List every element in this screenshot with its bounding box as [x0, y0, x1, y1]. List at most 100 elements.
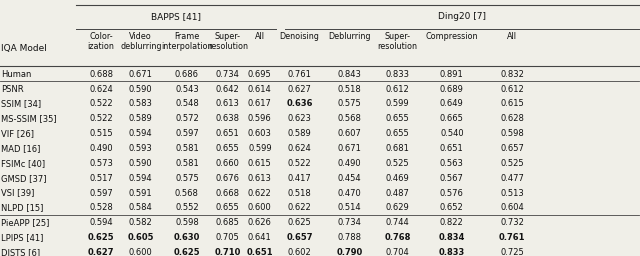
- Text: 0.487: 0.487: [385, 188, 410, 198]
- Text: 0.628: 0.628: [500, 114, 524, 123]
- Text: 0.615: 0.615: [248, 159, 272, 168]
- Text: 0.581: 0.581: [175, 159, 199, 168]
- Text: Denoising: Denoising: [280, 32, 319, 41]
- Text: 0.629: 0.629: [385, 203, 410, 212]
- Text: Deblurring: Deblurring: [328, 32, 371, 41]
- Text: 0.623: 0.623: [287, 114, 312, 123]
- Text: 0.594: 0.594: [90, 218, 113, 227]
- Text: 0.600: 0.600: [248, 203, 272, 212]
- Text: 0.732: 0.732: [500, 218, 524, 227]
- Text: 0.490: 0.490: [338, 159, 361, 168]
- Text: 0.657: 0.657: [500, 144, 524, 153]
- Text: 0.615: 0.615: [500, 99, 524, 109]
- Text: Super-
resolution: Super- resolution: [208, 32, 248, 51]
- Text: 0.490: 0.490: [90, 144, 113, 153]
- Text: 0.671: 0.671: [337, 144, 362, 153]
- Text: 0.573: 0.573: [89, 159, 113, 168]
- Text: 0.589: 0.589: [287, 129, 312, 138]
- Text: 0.734: 0.734: [337, 218, 362, 227]
- Text: PSNR: PSNR: [1, 84, 24, 94]
- Text: 0.454: 0.454: [338, 174, 361, 183]
- Text: Color-
ization: Color- ization: [88, 32, 115, 51]
- Text: 0.685: 0.685: [216, 218, 240, 227]
- Text: 0.598: 0.598: [500, 129, 524, 138]
- Text: 0.649: 0.649: [440, 99, 464, 109]
- Text: 0.598: 0.598: [175, 218, 199, 227]
- Text: 0.624: 0.624: [89, 84, 113, 94]
- Text: 0.522: 0.522: [288, 159, 311, 168]
- Text: 0.602: 0.602: [287, 248, 312, 256]
- Text: 0.596: 0.596: [248, 114, 272, 123]
- Text: All: All: [255, 32, 265, 41]
- Text: 0.612: 0.612: [385, 84, 410, 94]
- Text: 0.843: 0.843: [337, 70, 362, 79]
- Text: All: All: [507, 32, 517, 41]
- Text: 0.655: 0.655: [216, 203, 240, 212]
- Text: 0.517: 0.517: [89, 174, 113, 183]
- Text: 0.540: 0.540: [440, 129, 463, 138]
- Text: 0.638: 0.638: [216, 114, 240, 123]
- Text: 0.477: 0.477: [500, 174, 524, 183]
- Text: 0.604: 0.604: [500, 203, 524, 212]
- Text: SSIM [34]: SSIM [34]: [1, 99, 42, 109]
- Text: 0.599: 0.599: [248, 144, 271, 153]
- Text: 0.734: 0.734: [216, 70, 240, 79]
- Text: Compression: Compression: [426, 32, 478, 41]
- Text: 0.590: 0.590: [129, 159, 152, 168]
- Text: BAPPS [41]: BAPPS [41]: [151, 12, 201, 21]
- Text: 0.761: 0.761: [287, 70, 312, 79]
- Text: 0.832: 0.832: [500, 70, 524, 79]
- Text: 0.563: 0.563: [440, 159, 464, 168]
- Text: 0.543: 0.543: [175, 84, 199, 94]
- Text: 0.515: 0.515: [90, 129, 113, 138]
- Text: 0.625: 0.625: [173, 248, 200, 256]
- Text: 0.568: 0.568: [337, 114, 362, 123]
- Text: 0.642: 0.642: [216, 84, 240, 94]
- Text: 0.514: 0.514: [338, 203, 361, 212]
- Text: 0.657: 0.657: [286, 233, 313, 242]
- Text: 0.671: 0.671: [129, 70, 153, 79]
- Text: 0.681: 0.681: [385, 144, 410, 153]
- Text: Frame
interpolation: Frame interpolation: [161, 32, 212, 51]
- Text: 0.790: 0.790: [336, 248, 363, 256]
- Text: 0.552: 0.552: [175, 203, 198, 212]
- Text: 0.686: 0.686: [175, 70, 199, 79]
- Text: NLPD [15]: NLPD [15]: [1, 203, 44, 212]
- Text: MAD [16]: MAD [16]: [1, 144, 41, 153]
- Text: 0.660: 0.660: [216, 159, 240, 168]
- Text: 0.627: 0.627: [287, 84, 312, 94]
- Text: 0.651: 0.651: [440, 144, 464, 153]
- Text: 0.834: 0.834: [438, 233, 465, 242]
- Text: 0.600: 0.600: [129, 248, 153, 256]
- Text: 0.581: 0.581: [175, 144, 199, 153]
- Text: 0.567: 0.567: [440, 174, 464, 183]
- Text: 0.568: 0.568: [175, 188, 199, 198]
- Text: 0.525: 0.525: [500, 159, 524, 168]
- Text: 0.469: 0.469: [385, 174, 410, 183]
- Text: 0.630: 0.630: [173, 233, 200, 242]
- Text: 0.655: 0.655: [216, 144, 240, 153]
- Text: DISTS [6]: DISTS [6]: [1, 248, 40, 256]
- Text: 0.613: 0.613: [216, 99, 240, 109]
- Text: 0.572: 0.572: [175, 114, 199, 123]
- Text: 0.575: 0.575: [337, 99, 362, 109]
- Text: 0.548: 0.548: [175, 99, 199, 109]
- Text: 0.625: 0.625: [287, 218, 312, 227]
- Text: 0.591: 0.591: [129, 188, 152, 198]
- Text: Super-
resolution: Super- resolution: [378, 32, 417, 51]
- Text: 0.603: 0.603: [248, 129, 272, 138]
- Text: 0.590: 0.590: [129, 84, 152, 94]
- Text: IQA Model: IQA Model: [1, 44, 47, 53]
- Text: 0.651: 0.651: [216, 129, 240, 138]
- Text: 0.525: 0.525: [386, 159, 409, 168]
- Text: Ding20 [7]: Ding20 [7]: [438, 12, 486, 21]
- Text: 0.613: 0.613: [248, 174, 272, 183]
- Text: 0.833: 0.833: [438, 248, 465, 256]
- Text: 0.822: 0.822: [440, 218, 464, 227]
- Text: 0.522: 0.522: [90, 99, 113, 109]
- Text: PieAPP [25]: PieAPP [25]: [1, 218, 50, 227]
- Text: GMSD [37]: GMSD [37]: [1, 174, 47, 183]
- Text: 0.624: 0.624: [287, 144, 312, 153]
- Text: 0.627: 0.627: [88, 248, 115, 256]
- Text: 0.589: 0.589: [129, 114, 153, 123]
